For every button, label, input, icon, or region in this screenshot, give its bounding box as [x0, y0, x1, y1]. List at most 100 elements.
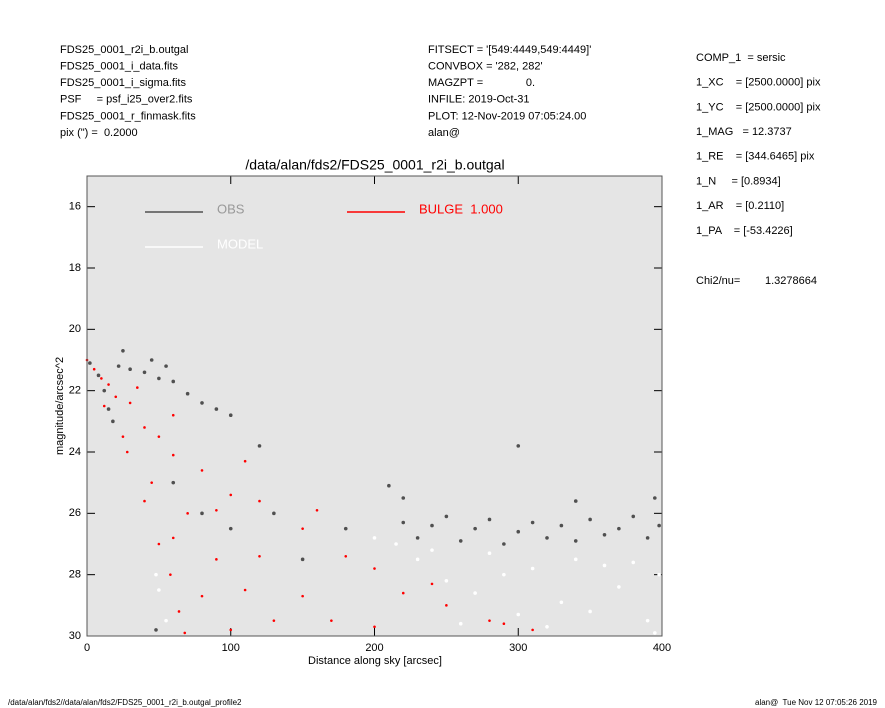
point [588, 517, 592, 522]
point [588, 609, 592, 614]
y-tick-label: 18 [69, 262, 81, 274]
point [125, 450, 129, 454]
y-tick-label: 28 [69, 569, 81, 581]
point [228, 413, 233, 418]
point [88, 361, 92, 365]
point [502, 542, 506, 546]
point [157, 542, 161, 546]
x-tick-label: 100 [222, 642, 240, 654]
header-line: pix (") = 0.2000 [60, 127, 138, 139]
point [559, 523, 564, 528]
point [343, 526, 348, 531]
point [487, 517, 492, 522]
point [214, 407, 219, 411]
point [458, 539, 463, 543]
point [143, 499, 146, 503]
point [444, 579, 449, 583]
header-line: 1_XC = [2500.0000] pix [696, 77, 821, 89]
x-tick-label: 200 [365, 642, 383, 654]
header-line: 1_RE = [344.6465] pix [696, 151, 815, 163]
y-axis-label: magnitude/arcsec^2 [54, 357, 66, 455]
point [473, 526, 477, 531]
point [107, 383, 110, 386]
point [157, 435, 161, 438]
point [573, 499, 578, 503]
header-line: 1_MAG = 12.3737 [696, 126, 792, 138]
point [215, 508, 218, 512]
plot-background [87, 176, 662, 636]
header-line: CONVBOX = '282, 282' [428, 61, 543, 73]
footer-right: alan@ Tue Nov 12 07:05:26 2019 [755, 698, 878, 707]
point [229, 628, 233, 632]
point [602, 533, 607, 537]
point [229, 493, 233, 497]
point [545, 536, 549, 540]
point [401, 496, 406, 500]
point [272, 511, 276, 516]
point [128, 401, 132, 405]
header-line: PSF = psf_i25_over2.fits [60, 94, 193, 106]
header-line: COMP_1 = sersic [696, 52, 786, 64]
point [215, 558, 218, 561]
point [545, 625, 549, 629]
header-line: FDS25_0001_r2i_b.outgal [60, 44, 188, 56]
point [401, 591, 405, 595]
point [300, 557, 305, 562]
point [330, 619, 333, 622]
y-tick-label: 30 [69, 630, 81, 642]
point [154, 628, 158, 632]
y-tick-label: 20 [69, 323, 81, 335]
point [149, 358, 154, 362]
header-line: FDS25_0001_r_finmask.fits [60, 110, 196, 122]
point [186, 512, 189, 515]
point [573, 557, 578, 562]
point [415, 557, 420, 562]
header-line: FITSECT = '[549:4449,549:4449]' [428, 44, 591, 56]
header-line: MAGZPT = 0. [428, 77, 535, 89]
point [502, 622, 506, 626]
point [258, 554, 261, 558]
x-tick-label: 300 [509, 642, 527, 654]
point [301, 594, 304, 598]
legend-label: OBS [217, 201, 245, 216]
point [631, 560, 636, 565]
point [228, 526, 233, 531]
point [258, 499, 261, 503]
y-tick-label: 22 [69, 385, 81, 397]
point [516, 529, 521, 534]
point [136, 386, 139, 389]
point [430, 523, 434, 528]
point [415, 536, 420, 540]
point [116, 364, 121, 368]
plot-frame [86, 175, 663, 637]
point [530, 520, 535, 525]
point [487, 551, 492, 555]
point [164, 618, 168, 623]
x-tick-label: 0 [84, 642, 90, 654]
point [645, 536, 650, 540]
header-line: PLOT: 12-Nov-2019 07:05:24.00 [428, 110, 586, 122]
x-tick-label: 400 [653, 642, 671, 654]
chi2-label: Chi2/nu= [696, 275, 740, 287]
point [169, 573, 172, 576]
point [154, 572, 158, 577]
point [257, 444, 262, 448]
point [171, 536, 175, 540]
point [301, 527, 304, 530]
point [531, 628, 534, 632]
point [171, 379, 176, 384]
point [150, 481, 153, 484]
point [473, 591, 477, 595]
point [100, 377, 103, 380]
point [171, 453, 175, 457]
point [185, 391, 190, 396]
chi2-value: 1.3278664 [765, 275, 817, 287]
point [430, 582, 434, 586]
point [530, 566, 535, 571]
point [114, 395, 118, 399]
point [200, 511, 204, 516]
point [657, 523, 661, 528]
footer-left: /data/alan/fds2//data/alan/fds2/FDS25_00… [8, 698, 242, 707]
point [315, 508, 319, 512]
